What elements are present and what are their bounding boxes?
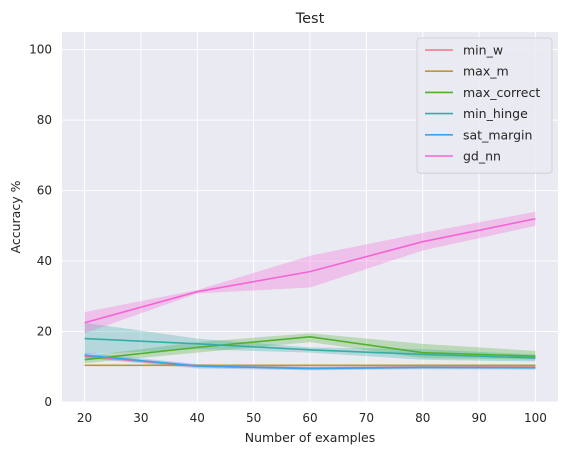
sat-margin-line — [84, 354, 536, 370]
x-axis-label: Number of examples — [245, 430, 376, 445]
y-tick-label: 0 — [44, 395, 52, 409]
x-tick-label: 50 — [246, 411, 261, 425]
gd-nn-line — [84, 217, 536, 324]
x-tick-label: 100 — [524, 411, 547, 425]
y-tick-label: 20 — [37, 325, 52, 339]
min-hinge-line — [84, 337, 536, 359]
x-tick-label: 30 — [133, 411, 148, 425]
max-correct-ci-band — [84, 333, 536, 364]
y-tick-label: 80 — [37, 113, 52, 127]
legend-label-gd-nn: gd_nn — [463, 149, 501, 164]
x-tick-label: 70 — [359, 411, 374, 425]
legend-label-min-w: min_w — [463, 43, 503, 58]
chart-title: Test — [295, 11, 325, 27]
x-tick-label: 90 — [471, 411, 486, 425]
y-tick-label: 40 — [37, 254, 52, 268]
y-tick-label: 60 — [37, 184, 52, 198]
y-axis-ticks: 0 20 40 60 80 100 — [29, 43, 52, 409]
x-tick-label: 40 — [190, 411, 205, 425]
min-hinge-ci-band — [84, 322, 536, 362]
x-tick-label: 60 — [302, 411, 317, 425]
series-lines — [84, 217, 536, 370]
y-axis-label: Accuracy % — [8, 180, 23, 253]
legend: min_w max_m max_correct min_hinge sat_margin… — [416, 37, 553, 174]
legend-label-sat-margin: sat_margin — [463, 127, 532, 142]
x-tick-label: 20 — [77, 411, 92, 425]
grid-lines — [62, 32, 558, 403]
legend-label-max-m: max_m — [463, 64, 509, 79]
legend-label-min-hinge: min_hinge — [463, 106, 528, 121]
y-tick-label: 100 — [29, 43, 52, 57]
x-axis-ticks: 20 30 40 50 60 70 80 90 100 — [77, 411, 547, 425]
legend-label-max-correct: max_correct — [463, 85, 540, 100]
x-tick-label: 80 — [415, 411, 430, 425]
max-correct-line — [84, 336, 536, 361]
